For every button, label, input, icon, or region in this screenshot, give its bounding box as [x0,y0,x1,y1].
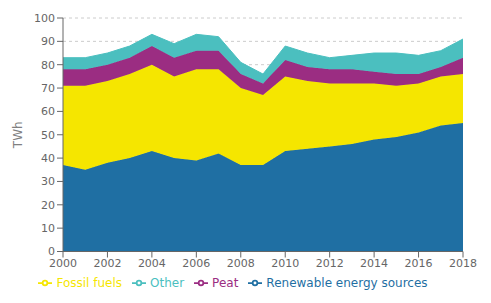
svg-text:50: 50 [41,129,55,142]
svg-text:2006: 2006 [182,257,210,270]
svg-text:2000: 2000 [49,257,77,270]
svg-text:2012: 2012 [316,257,344,270]
svg-text:2016: 2016 [405,257,433,270]
svg-text:2004: 2004 [138,257,166,270]
svg-text:2002: 2002 [93,257,121,270]
svg-text:2014: 2014 [360,257,388,270]
svg-text:80: 80 [41,59,55,72]
html-text:Fossil fuels: Fossil fuels [56,275,122,290]
svg-text:70: 70 [41,82,55,95]
html-text:Other: Other [150,275,185,290]
svg-text:2018: 2018 [449,257,477,270]
svg-text:20: 20 [41,199,55,212]
html-text:Peat: Peat [212,275,239,290]
svg-text:100: 100 [34,12,55,25]
html-text:Renewable energy sources: Renewable energy sources [266,275,428,290]
svg-text:TWh: TWh [11,121,25,149]
svg-text:40: 40 [41,152,55,165]
svg-text:30: 30 [41,175,55,188]
svg-text:2010: 2010 [271,257,299,270]
svg-text:10: 10 [41,222,55,235]
svg-text:90: 90 [41,35,55,48]
svg-text:0: 0 [48,245,55,258]
svg-text:2008: 2008 [227,257,255,270]
svg-text:60: 60 [41,105,55,118]
